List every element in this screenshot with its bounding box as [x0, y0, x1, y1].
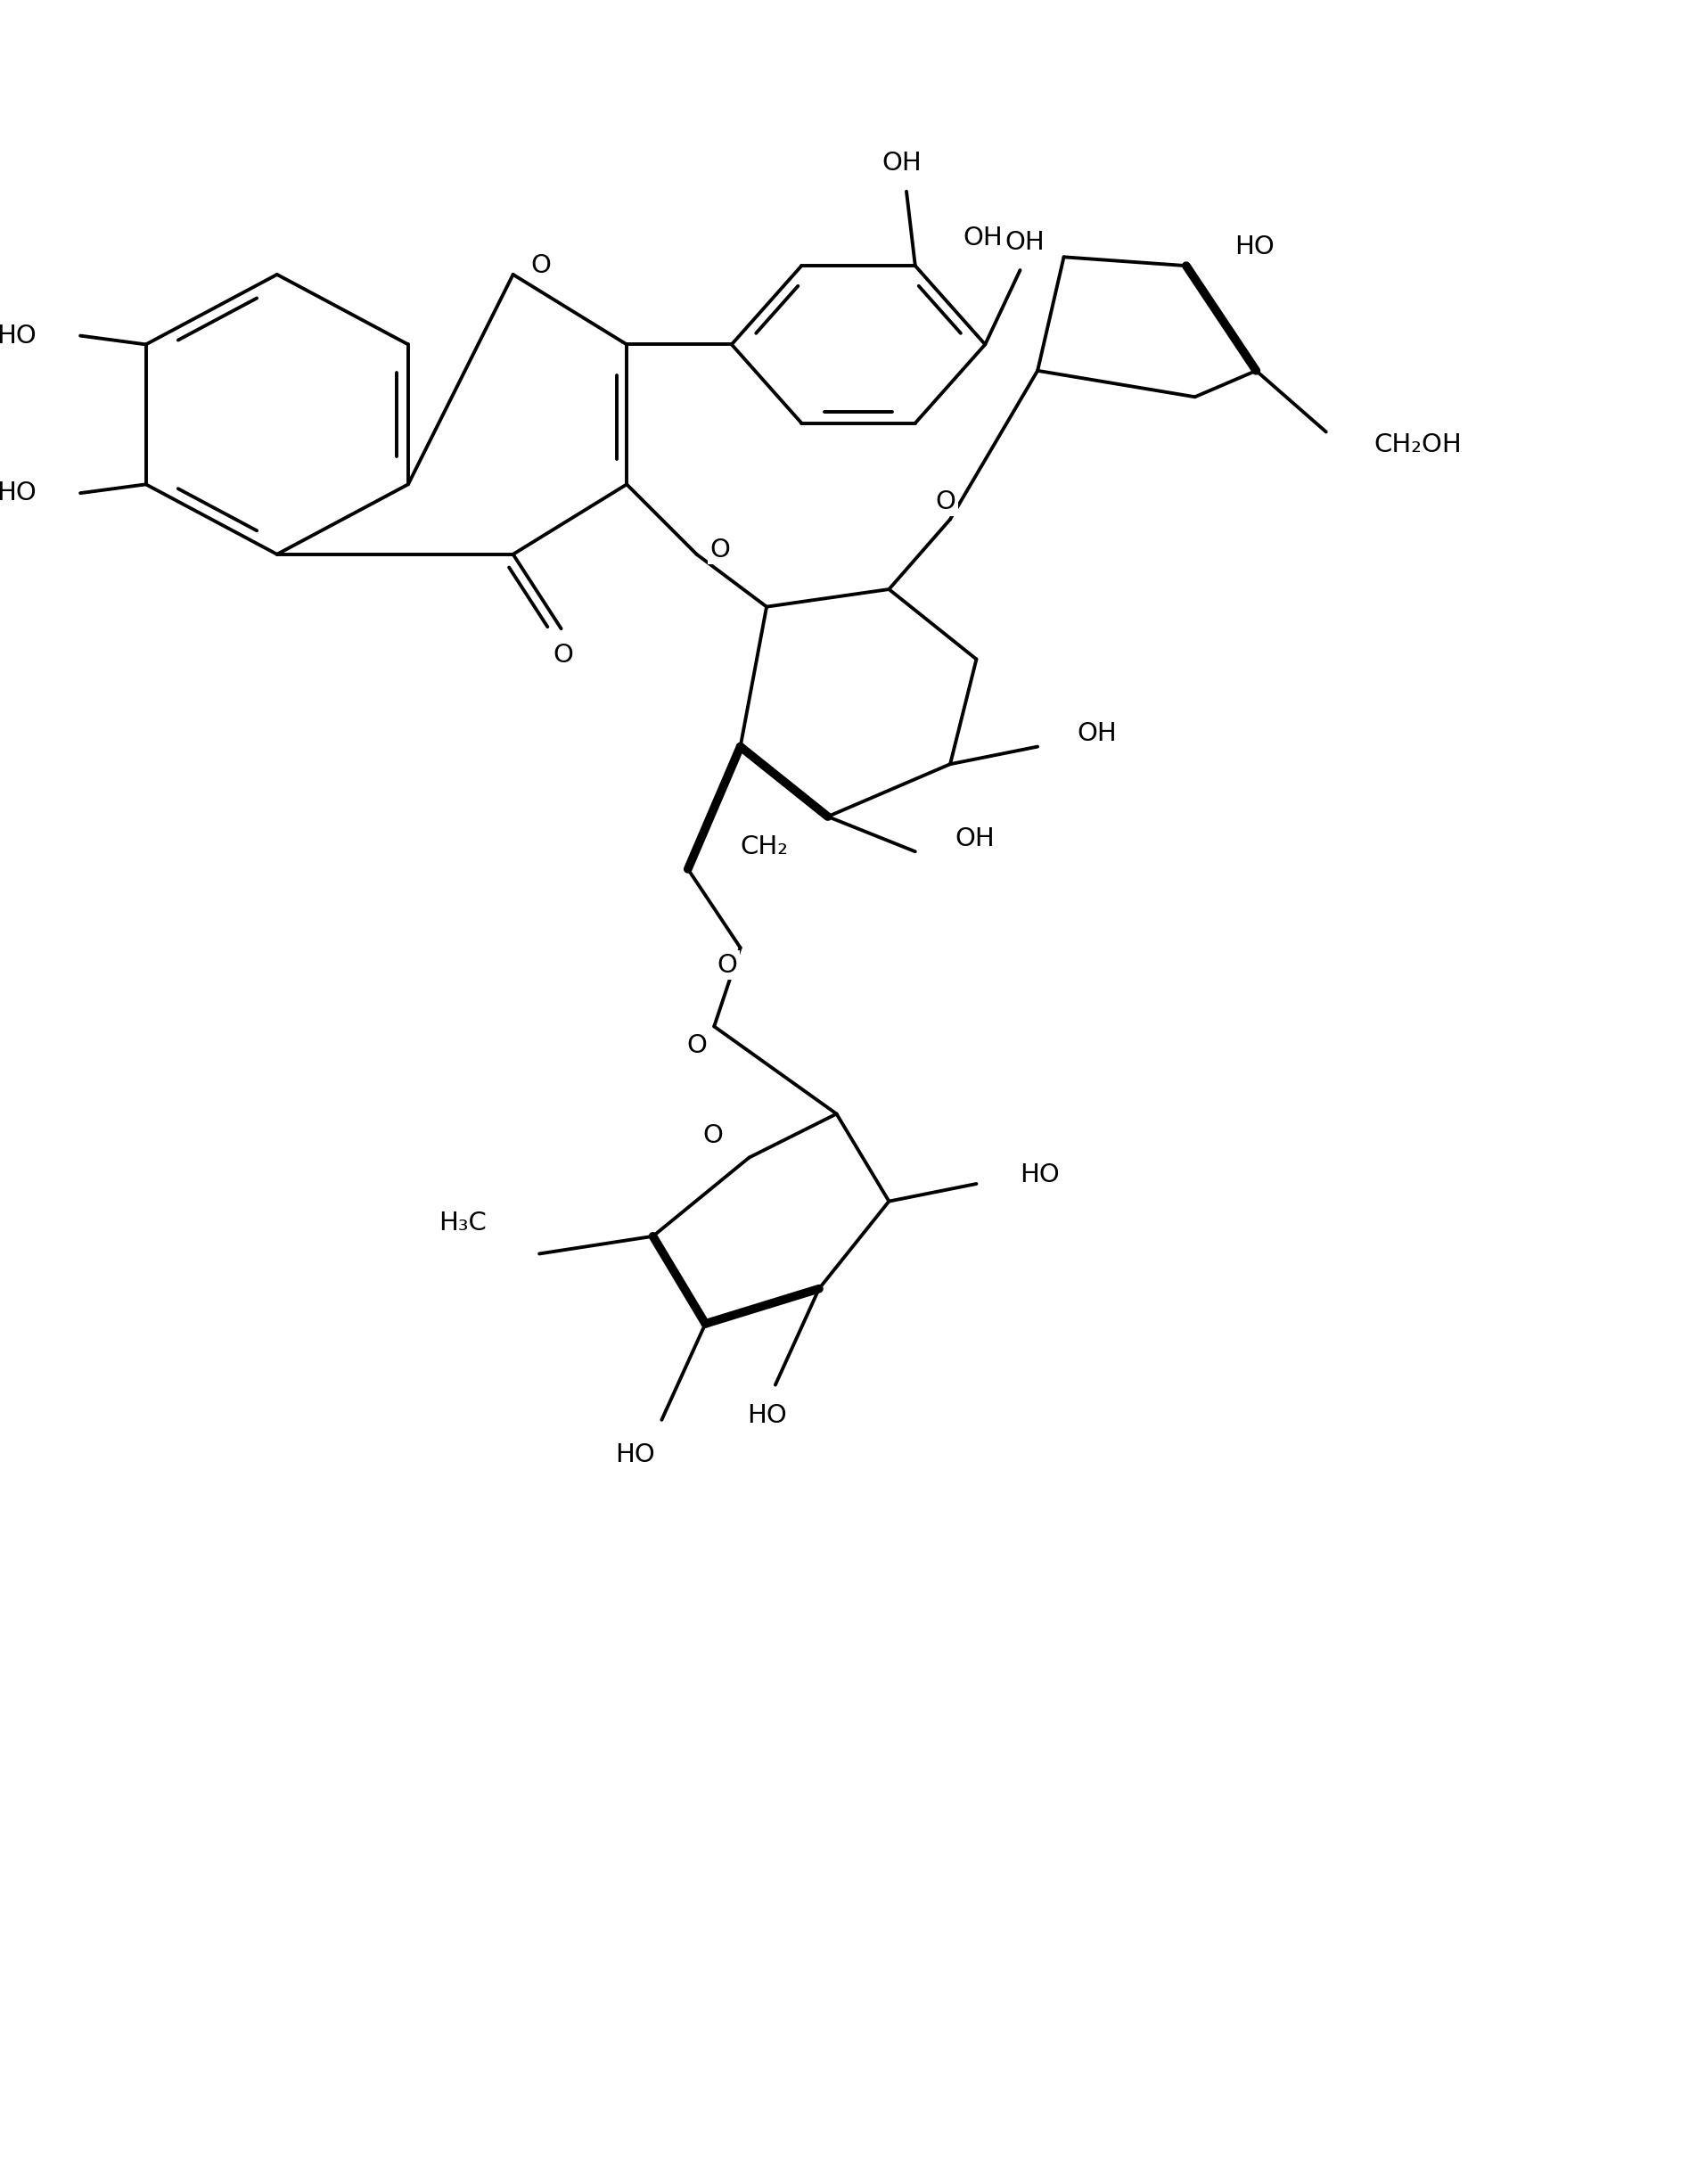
Text: HO: HO [615, 1441, 656, 1468]
Text: OH: OH [955, 826, 995, 852]
Text: O: O [553, 642, 573, 668]
Text: O: O [686, 1033, 706, 1057]
Text: CH₂: CH₂ [740, 834, 788, 860]
Text: O: O [531, 253, 551, 277]
Text: OH: OH [883, 151, 921, 177]
Text: O: O [718, 952, 738, 978]
Text: HO: HO [746, 1402, 787, 1428]
Text: HO: HO [0, 480, 37, 505]
Text: HO: HO [1234, 234, 1274, 260]
Text: H₃C: H₃C [439, 1210, 487, 1236]
Text: OH: OH [963, 225, 1002, 251]
Text: O: O [703, 1123, 723, 1149]
Text: HO: HO [0, 323, 37, 347]
Text: O: O [709, 537, 730, 563]
Text: CH₂OH: CH₂OH [1373, 432, 1462, 456]
Text: HO: HO [1020, 1162, 1061, 1188]
Text: OH: OH [1078, 721, 1116, 747]
Text: OH: OH [1005, 229, 1044, 256]
Text: O: O [936, 489, 956, 513]
